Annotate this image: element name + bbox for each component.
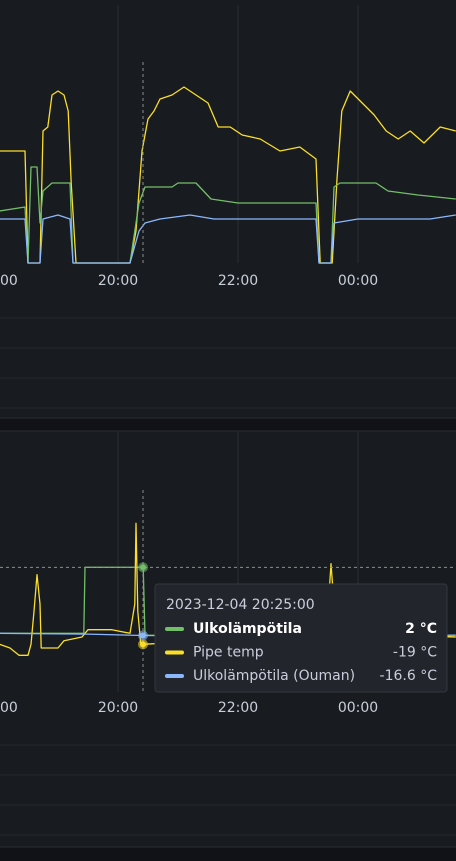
hover-point [140, 564, 147, 571]
series-line [0, 166, 456, 264]
x-tick-label: 20:00 [98, 273, 138, 289]
chart: 00 20:00 22:00 00:00 [0, 5, 456, 289]
x-tick-label: 20:00 [98, 700, 138, 716]
series-name: Ulkolämpötila (Ouman) [193, 668, 355, 684]
x-tick-label: 00 [0, 273, 18, 289]
tooltip-title: 2023-12-04 20:25:00 [166, 597, 315, 613]
series-line [0, 214, 456, 264]
tooltip: 2023-12-04 20:25:00 Ulkolämpötila 2 °C Pipe… [154, 583, 448, 693]
x-tick-label: 00 [0, 700, 18, 716]
panel [0, 0, 456, 419]
x-tick-label: 22:00 [218, 700, 258, 716]
series-name: Pipe temp [193, 645, 264, 661]
series-value: -16.6 °C [380, 668, 438, 684]
series-name: Ulkolämpötila [193, 621, 302, 637]
hover-point [140, 641, 147, 648]
charts: 00 20:00 22:00 00:00 00 20:00 22:00 00:00 2023-1… [0, 5, 456, 716]
table-rows [0, 317, 456, 836]
x-tick-label: 00:00 [338, 700, 378, 716]
series-value: 2 °C [405, 621, 437, 637]
series-line [0, 86, 456, 264]
tooltip-box [154, 583, 448, 693]
x-tick-label: 00:00 [338, 273, 378, 289]
hover-point [140, 632, 147, 639]
x-tick-label: 22:00 [218, 273, 258, 289]
series-value: -19 °C [393, 645, 437, 661]
